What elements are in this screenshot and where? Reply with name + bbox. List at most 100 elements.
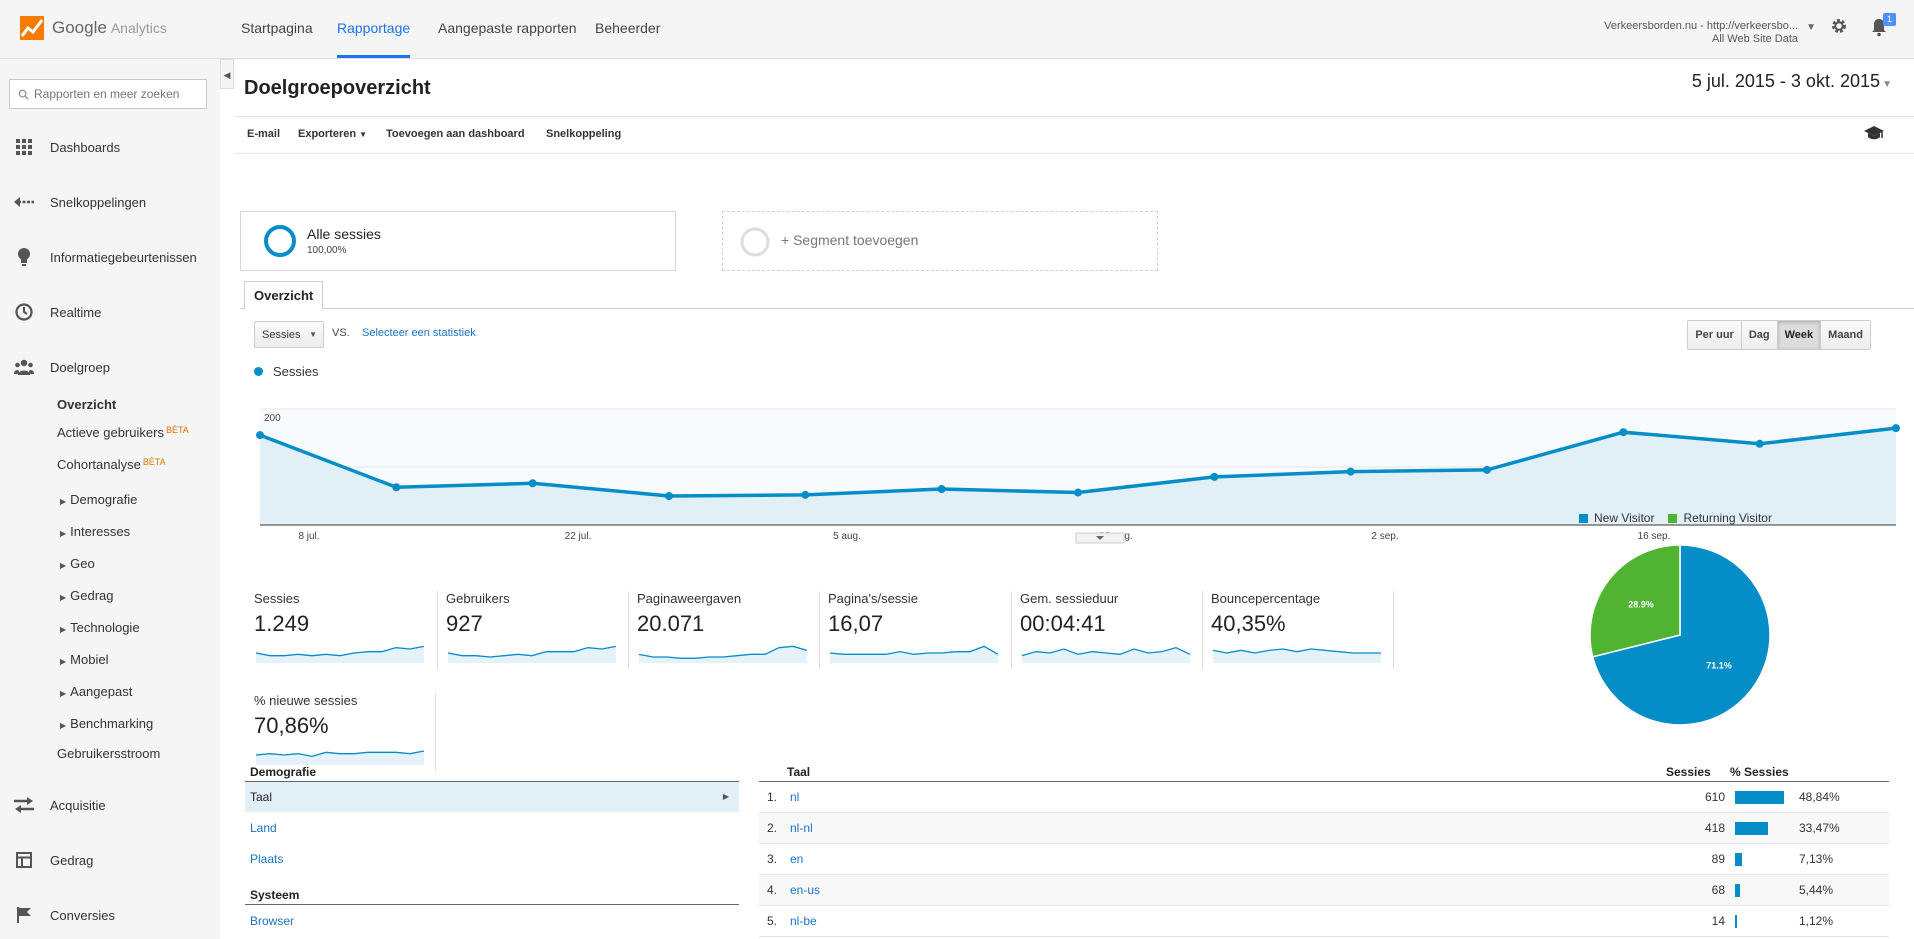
nav-tab-startpagina[interactable]: Startpagina <box>241 20 313 36</box>
language-link[interactable]: nl-nl <box>790 821 813 835</box>
data-point[interactable] <box>1074 488 1082 497</box>
systeem-row-browser[interactable]: Browser <box>245 906 739 936</box>
add-segment-button[interactable]: + Segment toevoegen <box>722 211 1158 271</box>
sidebar-sub-gebruikersstroom[interactable]: Gebruikersstroom <box>57 746 161 761</box>
row-sessions: 418 <box>1704 821 1725 835</box>
account-selector[interactable]: Verkeersborden.nu - http://verkeersbo...… <box>1568 20 1798 46</box>
nav-tab-aangepaste-rapporten[interactable]: Aangepaste rapporten <box>438 20 577 36</box>
pie-legend-new-visitor[interactable]: New Visitor <box>1579 511 1654 525</box>
date-range-picker[interactable]: 5 jul. 2015 - 3 okt. 2015 <box>1691 71 1880 91</box>
sidebar-item-doelgroep[interactable]: Doelgroep <box>14 355 110 379</box>
data-point[interactable] <box>256 431 264 440</box>
search-box[interactable] <box>9 79 207 109</box>
gear-icon[interactable] <box>1830 17 1848 38</box>
pie-slice[interactable] <box>1591 544 1771 726</box>
email-button[interactable]: E-mail <box>247 128 281 140</box>
nav-tab-rapportage[interactable]: Rapportage <box>337 0 411 58</box>
data-point[interactable] <box>1210 472 1219 481</box>
sidebar-sub-demografie[interactable]: ▶ Demografie <box>60 492 137 507</box>
segment-all-sessions[interactable]: Alle sessies 100,00% <box>240 211 676 271</box>
sidebar-item-label: Acquisitie <box>50 797 106 813</box>
sidebar-sub-benchmarking[interactable]: ▶ Benchmarking <box>60 716 153 731</box>
sidebar-sub-label: Interesses <box>70 524 131 539</box>
chevron-down-icon[interactable]: ▼ <box>1882 79 1892 90</box>
granularity-hourly-button[interactable]: Per uur <box>1688 321 1741 349</box>
sidebar-sub-interesses[interactable]: ▶ Interesses <box>60 524 130 539</box>
sidebar-sub-overzicht[interactable]: Overzicht <box>57 397 117 412</box>
sidebar-item-conversies[interactable]: Conversies <box>14 903 115 927</box>
select-statistic-link[interactable]: Selecteer een statistiek <box>362 327 476 339</box>
sparkline-area <box>256 751 424 765</box>
metric-card[interactable]: % nieuwe sessies 70,86% <box>254 693 442 773</box>
add-to-dashboard-button[interactable]: Toevoegen aan dashboard <box>386 128 525 140</box>
x-tick-label: 16 sep. <box>1638 531 1671 542</box>
data-point[interactable] <box>1755 439 1764 448</box>
pie-slice[interactable] <box>1589 544 1681 658</box>
pie-legend-returning-visitor[interactable]: Returning Visitor <box>1668 511 1772 525</box>
metric-card[interactable]: Pagina's/sessie 16,07 <box>828 591 1016 671</box>
metric-label: Paginaweergaven <box>637 591 742 606</box>
export-button[interactable]: Exporteren ▼ <box>298 128 367 140</box>
data-point[interactable] <box>528 479 537 488</box>
granularity-day-button[interactable]: Dag <box>1740 321 1777 349</box>
taal-column-header[interactable]: Taal <box>787 765 811 779</box>
demografie-row-land[interactable]: Land <box>245 813 739 843</box>
pct-sessions-column-header[interactable]: % Sessies <box>1730 765 1789 779</box>
granularity-week-button[interactable]: Week <box>1776 321 1821 349</box>
language-link[interactable]: nl <box>790 790 800 804</box>
metric-value: 16,07 <box>828 611 884 636</box>
language-link[interactable]: nl-be <box>790 914 817 928</box>
data-point[interactable] <box>392 483 401 492</box>
metric-card[interactable]: Gem. sessieduur 00:04:41 <box>1020 591 1208 671</box>
divider <box>245 781 739 782</box>
sidebar-sub-gedrag[interactable]: ▶ Gedrag <box>60 588 114 603</box>
chevron-down-icon[interactable]: ▼ <box>1806 22 1816 33</box>
data-point[interactable] <box>1483 465 1491 474</box>
metric-select[interactable]: Sessies ▼ <box>254 321 324 348</box>
sidebar-sub-cohortanalyse[interactable]: Cohortanalyse BÈTA <box>57 457 166 472</box>
shortcut-button[interactable]: Snelkoppeling <box>546 128 622 140</box>
google-analytics-logo[interactable]: Google Analytics <box>20 16 167 40</box>
graduation-cap-icon[interactable] <box>1864 125 1884 144</box>
metric-card[interactable]: Bouncepercentage 40,35% <box>1211 591 1399 671</box>
sidebar-item-acquisitie[interactable]: Acquisitie <box>14 793 106 817</box>
data-point[interactable] <box>801 490 810 499</box>
sidebar-sub-technologie[interactable]: ▶ Technologie <box>60 620 140 635</box>
sidebar-sub-mobiel[interactable]: ▶ Mobiel <box>60 652 108 667</box>
demografie-row-taal[interactable]: Taal ▶ <box>245 782 739 812</box>
language-link[interactable]: en-us <box>790 883 821 897</box>
metric-card[interactable]: Paginaweergaven 20.071 <box>637 591 825 671</box>
sparkline-area <box>1213 649 1381 663</box>
report-content: Doelgroepoverzicht 5 jul. 2015 - 3 okt. … <box>234 59 1914 939</box>
sidebar-item-snelkoppelingen[interactable]: Snelkoppelingen <box>14 190 146 214</box>
data-point[interactable] <box>937 485 946 494</box>
triangle-right-icon: ▶ <box>60 721 67 730</box>
demografie-row-plaats[interactable]: Plaats <box>245 844 739 874</box>
bell-icon[interactable] <box>1870 17 1888 40</box>
sidebar-item-informatiegebeurtenissen[interactable]: Informatiegebeurtenissen <box>14 245 197 269</box>
collapse-sidebar-button[interactable]: ◀ <box>220 59 234 89</box>
metric-card[interactable]: Gebruikers 927 <box>446 591 634 671</box>
sidebar-sub-geo[interactable]: ▶ Geo <box>60 556 95 571</box>
sidebar-item-dashboards[interactable]: Dashboards <box>14 135 120 159</box>
data-point[interactable] <box>665 492 673 500</box>
sidebar-item-label: Informatiegebeurtenissen <box>50 249 197 265</box>
divider <box>245 904 739 905</box>
search-input[interactable] <box>32 86 206 102</box>
row-rank: 5. <box>767 914 778 928</box>
metric-card[interactable]: Sessies 1.249 <box>254 591 442 671</box>
tab-overzicht[interactable]: Overzicht <box>244 281 324 310</box>
sidebar-item-gedrag[interactable]: Gedrag <box>14 848 93 872</box>
data-point[interactable] <box>1619 428 1628 437</box>
data-point[interactable] <box>1892 424 1900 433</box>
empty-segment-ring-icon <box>740 227 770 257</box>
sessions-column-header[interactable]: Sessies <box>1666 765 1711 779</box>
sidebar-sub-actieve-gebruikers[interactable]: Actieve gebruikers BÈTA <box>57 425 189 440</box>
sidebar-item-realtime[interactable]: Realtime <box>14 300 101 324</box>
sidebar-sub-aangepast[interactable]: ▶ Aangepast <box>60 684 132 699</box>
granularity-month-button[interactable]: Maand <box>1820 321 1870 349</box>
language-link[interactable]: en <box>790 852 804 866</box>
data-point[interactable] <box>1346 467 1355 476</box>
sidebar-sub-label: Cohortanalyse <box>57 457 141 472</box>
nav-tab-beheerder[interactable]: Beheerder <box>595 20 661 36</box>
